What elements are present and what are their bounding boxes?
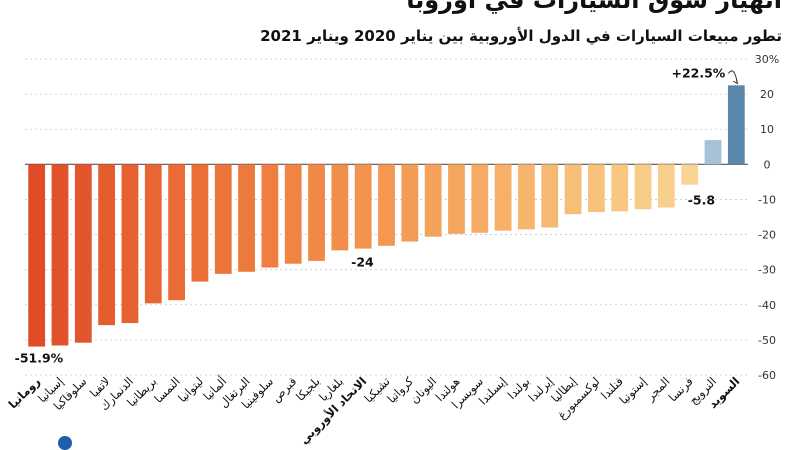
bar xyxy=(98,164,116,326)
bar xyxy=(588,164,605,213)
y-tick-label: -60 xyxy=(758,369,776,382)
annotation-arrow xyxy=(727,70,738,84)
bar xyxy=(331,164,349,251)
bar xyxy=(74,164,92,343)
x-tick-label: المجر xyxy=(643,374,673,404)
annotations: -51.9% -24 -5.8 +22.5% xyxy=(15,65,739,366)
bar xyxy=(494,164,512,231)
bar xyxy=(681,164,699,185)
x-axis-labels: رومانياإسبانياسلوفاكيالاتفياالدنماركبريط… xyxy=(6,374,744,446)
bar xyxy=(284,164,302,264)
bar xyxy=(28,164,46,347)
y-tick-label: -50 xyxy=(758,334,776,347)
bar xyxy=(518,164,535,230)
bar xyxy=(121,164,139,324)
y-tick-label: -30 xyxy=(758,264,776,277)
bar xyxy=(401,164,419,242)
bar xyxy=(214,164,232,274)
data-label: -5.8 xyxy=(688,193,715,208)
x-tick-label: إيرلندا xyxy=(526,374,557,405)
data-label: -51.9% xyxy=(15,351,64,366)
bar xyxy=(144,164,162,304)
y-tick-label: 10 xyxy=(760,123,774,136)
y-tick-label: -40 xyxy=(758,299,776,312)
y-tick-label: 0 xyxy=(764,158,771,171)
x-tick-label: النمسا xyxy=(151,374,183,406)
bar xyxy=(657,164,675,208)
data-label: +22.5% xyxy=(671,65,725,80)
annotation-arrowhead xyxy=(733,78,739,85)
brand-logo xyxy=(58,436,72,450)
y-tick-label: 30% xyxy=(755,53,779,66)
data-label: -24 xyxy=(351,255,374,270)
bar xyxy=(378,164,395,246)
bar xyxy=(308,164,325,261)
y-tick-label: -20 xyxy=(758,229,776,242)
chart-subtitle: تطور مبيعات السيارات في الدول الأوروبية … xyxy=(260,27,782,45)
x-tick-label: ليتوانيا xyxy=(175,374,207,406)
bar xyxy=(51,164,69,346)
x-tick-label: بلجيكا xyxy=(293,374,323,404)
bar xyxy=(727,85,745,165)
bar xyxy=(261,164,279,268)
bar xyxy=(611,164,629,212)
chart-title: انهيار سوق السيارات في أوروبا xyxy=(406,0,782,14)
y-tick-label: -10 xyxy=(758,193,776,206)
bar xyxy=(191,164,209,282)
bar xyxy=(168,164,185,301)
bar xyxy=(541,164,559,228)
x-tick-label: قبرص xyxy=(269,374,300,405)
bar xyxy=(354,164,372,249)
bar xyxy=(471,164,489,233)
bar xyxy=(564,164,582,215)
bar xyxy=(424,164,442,237)
y-axis: -60 -50 -40 -30 -20 -10 0 10 20 30% xyxy=(755,53,779,382)
bars xyxy=(28,85,745,347)
y-tick-label: 20 xyxy=(760,88,774,101)
bar xyxy=(448,164,465,234)
bar xyxy=(704,140,722,165)
bar xyxy=(634,164,652,210)
bar xyxy=(238,164,255,272)
